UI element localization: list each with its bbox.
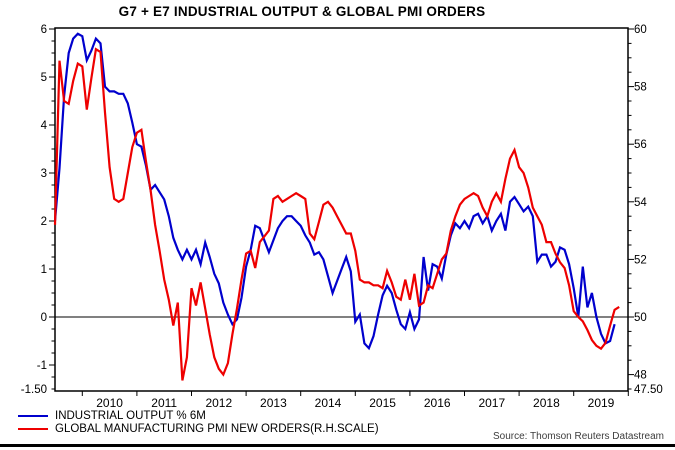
- right-axis-label: 58: [634, 82, 647, 94]
- x-axis-year-label: 2010: [96, 396, 123, 410]
- industrial-output-line: [53, 32, 616, 351]
- legend-item-pmi-orders: GLOBAL MANUFACTURING PMI NEW ORDERS(R.H.…: [18, 422, 379, 435]
- x-axis-year-label: 2012: [205, 396, 232, 410]
- plot-frame: [54, 27, 629, 392]
- right-axis-label: 48: [634, 370, 647, 382]
- chart-title: G7 + E7 INDUSTRIAL OUTPUT & GLOBAL PMI O…: [118, 4, 486, 19]
- left-axis-label: 2: [41, 216, 47, 228]
- right-axis-label: 56: [634, 139, 647, 151]
- x-axis-year-label: 2013: [260, 396, 287, 410]
- left-axis-label: 5: [41, 72, 47, 84]
- x-axis-year-label: 2015: [369, 396, 396, 410]
- right-axis-bottom-label: 47.50: [634, 384, 663, 396]
- right-axis-label: 52: [634, 254, 647, 266]
- industrial-output-swatch: [18, 414, 48, 417]
- left-axis-label: -1: [37, 360, 47, 372]
- left-axis-label: 1: [41, 264, 47, 276]
- legend-item-industrial-output: INDUSTRIAL OUTPUT % 6M: [18, 409, 206, 422]
- pmi-orders-swatch: [18, 427, 48, 430]
- x-axis-year-label: 2016: [424, 396, 451, 410]
- right-axis-label: 50: [634, 312, 647, 324]
- x-axis-year-label: 2017: [478, 396, 505, 410]
- left-axis-label: 3: [41, 168, 47, 180]
- legend-label-pmi-orders: GLOBAL MANUFACTURING PMI NEW ORDERS(R.H.…: [55, 422, 379, 435]
- x-axis-year-label: 2018: [533, 396, 560, 410]
- left-axis-label: 0: [41, 312, 47, 324]
- left-axis-bottom-label: -1.50: [21, 384, 47, 396]
- left-axis-label: 4: [41, 120, 48, 132]
- left-axis-label: 6: [41, 24, 47, 36]
- legend-label-industrial-output: INDUSTRIAL OUTPUT % 6M: [55, 409, 206, 422]
- right-axis-label: 54: [634, 197, 647, 209]
- right-axis-label: 60: [634, 24, 647, 36]
- bottom-border-rule: [0, 444, 675, 447]
- x-axis-year-label: 2019: [588, 396, 615, 410]
- source-attribution: Source: Thomson Reuters Datastream: [492, 431, 664, 442]
- x-axis-year-label: 2014: [315, 396, 342, 410]
- x-axis-year-label: 2011: [151, 396, 177, 410]
- pmi-new-orders-line: [53, 47, 620, 381]
